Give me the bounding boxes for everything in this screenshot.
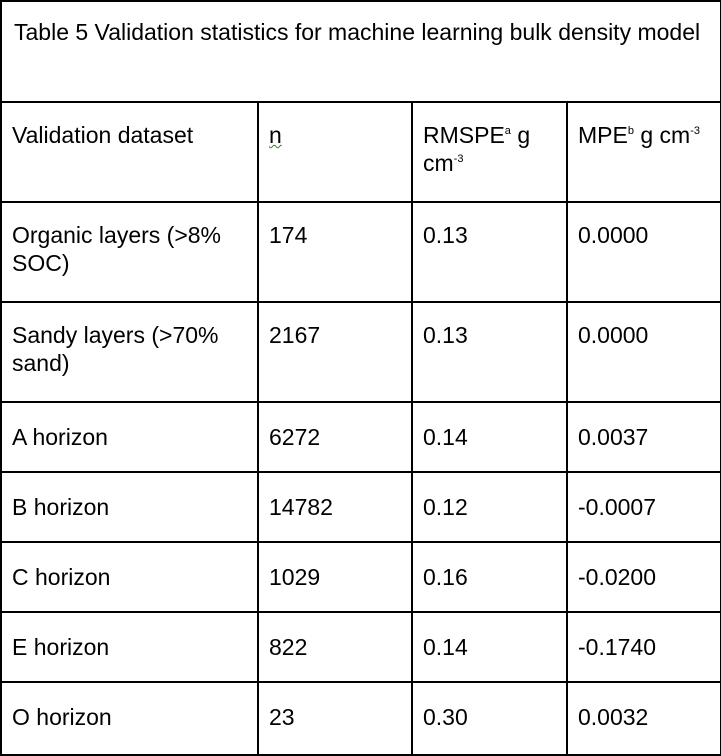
rmspe-label: RMSPE <box>423 122 505 148</box>
cell-n: 14782 <box>257 471 413 543</box>
table-body: Organic layers (>8% SOC) 174 0.13 0.0000 San… <box>0 201 721 756</box>
cell-rmspe: 0.30 <box>411 681 568 756</box>
mpe-footnote: b <box>627 125 634 137</box>
table-row: A horizon 6272 0.14 0.0037 <box>0 401 721 473</box>
cell-rmspe: 0.12 <box>411 471 568 543</box>
header-rmspe: RMSPEa g cm-3 <box>411 101 568 203</box>
cell-n: 1029 <box>257 541 413 613</box>
cell-n: 174 <box>257 201 413 303</box>
header-n: n <box>257 101 413 203</box>
table-row: Organic layers (>8% SOC) 174 0.13 0.0000 <box>0 201 721 303</box>
cell-dataset: O horizon <box>0 681 259 756</box>
cell-dataset: B horizon <box>0 471 259 543</box>
cell-rmspe: 0.16 <box>411 541 568 613</box>
table-row: C horizon 1029 0.16 -0.0200 <box>0 541 721 613</box>
rmspe-unit: g cm <box>423 122 531 176</box>
cell-mpe: -0.0200 <box>565 541 721 613</box>
cell-n: 2167 <box>257 301 413 403</box>
cell-n: 6272 <box>257 401 413 473</box>
cell-n: 23 <box>257 681 413 756</box>
cell-rmspe: 0.13 <box>411 201 568 303</box>
cell-rmspe: 0.14 <box>411 611 568 683</box>
table-row: B horizon 14782 0.12 -0.0007 <box>0 471 721 543</box>
mpe-unit: g cm <box>640 122 691 148</box>
table-row: O horizon 23 0.30 0.0032 <box>0 681 721 756</box>
cell-dataset: E horizon <box>0 611 259 683</box>
header-dataset: Validation dataset <box>0 101 259 203</box>
cell-dataset: Organic layers (>8% SOC) <box>0 201 259 303</box>
cell-rmspe: 0.13 <box>411 301 568 403</box>
rmspe-footnote: a <box>504 125 511 137</box>
table-caption: Table 5 Validation statistics for machin… <box>0 0 721 103</box>
rmspe-exponent: -3 <box>453 153 464 165</box>
cell-mpe: 0.0000 <box>565 201 721 303</box>
cell-dataset: C horizon <box>0 541 259 613</box>
mpe-label: MPE <box>578 122 628 148</box>
table-row: E horizon 822 0.14 -0.1740 <box>0 611 721 683</box>
header-n-label: n <box>269 122 282 148</box>
cell-mpe: -0.1740 <box>565 611 721 683</box>
cell-dataset: Sandy layers (>70% sand) <box>0 301 259 403</box>
cell-mpe: -0.0007 <box>565 471 721 543</box>
caption-row: Table 5 Validation statistics for machin… <box>0 0 721 103</box>
mpe-exponent: -3 <box>690 125 700 137</box>
table-row: Sandy layers (>70% sand) 2167 0.13 0.0000 <box>0 301 721 403</box>
cell-dataset: A horizon <box>0 401 259 473</box>
cell-rmspe: 0.14 <box>411 401 568 473</box>
header-row: Validation dataset n RMSPEa g cm-3 MPEb … <box>0 101 721 203</box>
cell-mpe: 0.0037 <box>565 401 721 473</box>
cell-mpe: 0.0032 <box>565 681 721 756</box>
cell-n: 822 <box>257 611 413 683</box>
cell-mpe: 0.0000 <box>565 301 721 403</box>
header-mpe: MPEb g cm-3 <box>565 101 721 203</box>
